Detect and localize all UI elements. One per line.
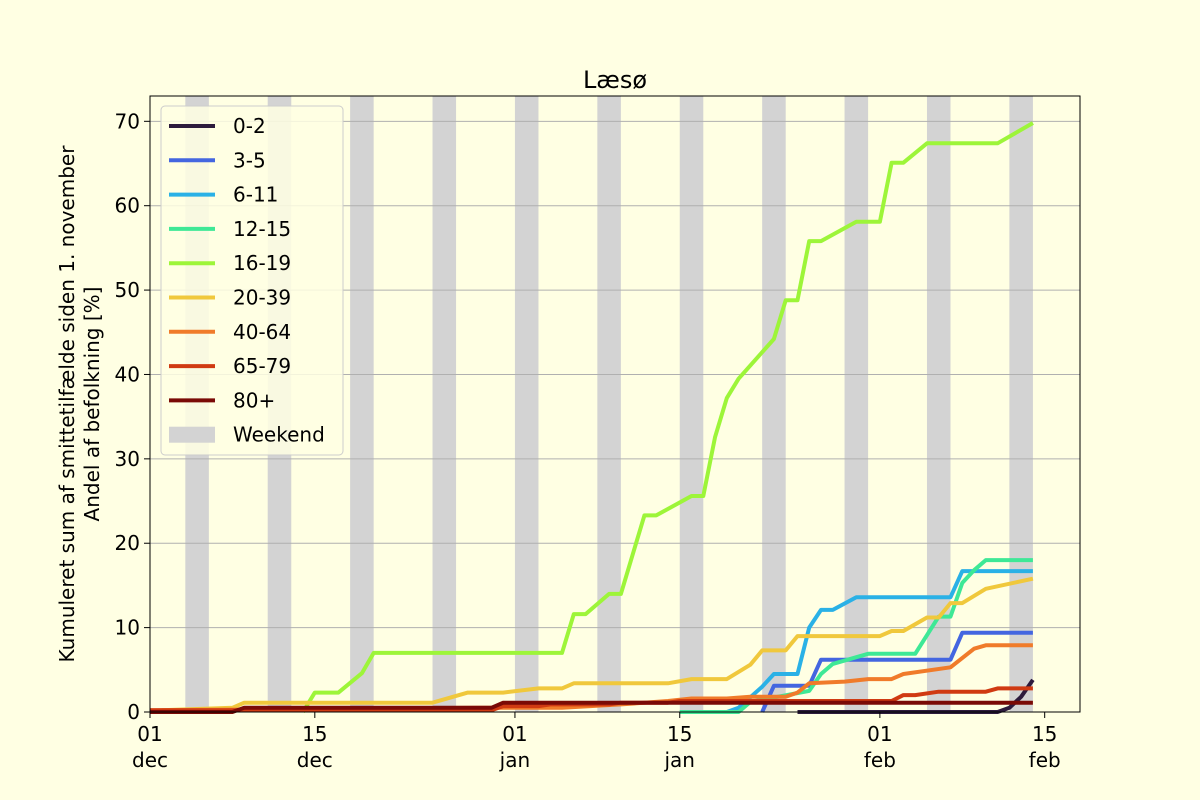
weekend-bands [185, 96, 1033, 712]
legend-label: 65-79 [233, 354, 291, 378]
y-axis-label: Kumuleret sum af smittetilfælde siden 1.… [55, 145, 104, 663]
y-tick-label: 40 [115, 362, 140, 386]
y-tick-label: 30 [115, 447, 140, 471]
x-tick-label: feb [864, 748, 896, 772]
y-axis-label-line1: Kumuleret sum af smittetilfælde siden 1.… [55, 145, 79, 663]
weekend-band [679, 96, 704, 712]
series-lines [149, 121, 1035, 714]
x-tick-label: feb [1029, 748, 1061, 772]
weekend-band [762, 96, 786, 712]
x-tick-label: 01 [502, 722, 527, 746]
weekend-band [350, 96, 374, 712]
legend: 0-2 3-5 6-11 12-15 16-19 20-39 40-64 65-79 80+ We… [160, 105, 344, 456]
y-tick-label: 10 [115, 616, 140, 640]
y-tick-label: 20 [115, 531, 140, 555]
x-tick-label: dec [297, 748, 333, 772]
x-tick-label: 01 [867, 722, 892, 746]
y-tick-label: 70 [115, 109, 140, 133]
legend-label: Weekend [233, 423, 325, 447]
legend-label: 6-11 [233, 183, 278, 207]
legend-label: 20-39 [233, 286, 291, 310]
legend-label: 80+ [233, 388, 275, 412]
x-tick-label: 15 [1032, 722, 1057, 746]
x-tick-label: dec [132, 748, 168, 772]
legend-label: 3-5 [233, 148, 266, 172]
weekend-band [926, 96, 951, 712]
legend-label: 12-15 [233, 217, 291, 241]
series-line-3-5 [760, 630, 1033, 713]
legend-swatch [169, 426, 215, 443]
x-tick-label: 01 [137, 722, 162, 746]
y-tick-label: 50 [115, 278, 140, 302]
y-tick-label: 60 [115, 194, 140, 218]
legend-label: 0-2 [233, 114, 266, 138]
chart-title: Læsø [583, 66, 647, 94]
y-axis: 0 10 20 30 40 50 60 70 [115, 109, 150, 724]
x-tick-label: jan [663, 748, 695, 772]
y-tick-label: 0 [127, 700, 140, 724]
legend-label: 40-64 [233, 320, 291, 344]
legend-label: 16-19 [233, 251, 291, 275]
series-line-20-39 [161, 576, 1034, 713]
series-line-16-19 [301, 121, 1034, 714]
y-axis-label-line2: Andel af befolkning [%] [80, 287, 104, 522]
weekend-band [844, 96, 869, 712]
x-tick-label: 15 [667, 722, 692, 746]
x-tick-label: jan [499, 748, 531, 772]
weekend-band [432, 96, 457, 712]
series-line-6-11 [726, 569, 1033, 714]
x-tick-label: 15 [302, 722, 327, 746]
weekend-band [514, 96, 539, 712]
weekend-band [597, 96, 621, 712]
weekend-band [1009, 96, 1033, 712]
plot-frame [149, 95, 1081, 713]
